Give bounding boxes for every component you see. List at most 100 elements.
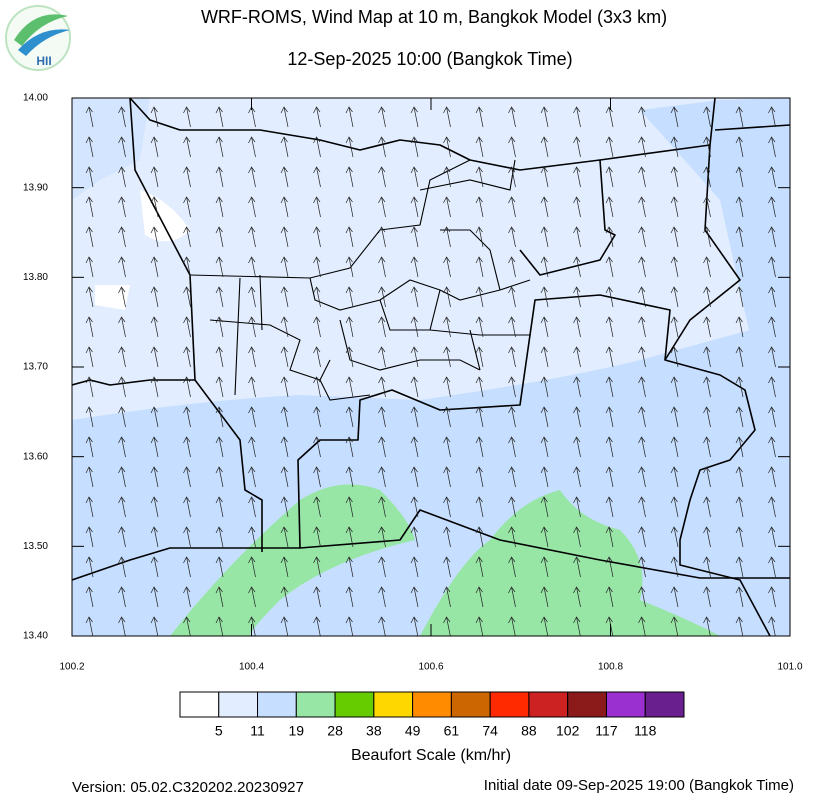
wind-arrow [638, 286, 646, 308]
wind-arrow [378, 496, 386, 518]
colorbar-swatch [528, 691, 569, 718]
wind-arrow [475, 196, 484, 218]
wind-arrow [215, 106, 224, 128]
subtitle: 12-Sep-2025 10:00 (Bangkok Time) [287, 49, 572, 69]
colorbar-label: 49 [405, 723, 421, 739]
wind-arrow [150, 376, 159, 398]
wind-arrow [280, 256, 289, 278]
wind-arrow [248, 586, 256, 608]
wind-arrow [150, 466, 159, 488]
wind-arrow [508, 466, 516, 488]
wind-arrow [248, 166, 256, 188]
map-area [72, 98, 790, 636]
wind-arrow [85, 496, 94, 518]
wind-arrow [638, 166, 646, 188]
wind-arrow [280, 166, 289, 188]
wind-arrow [703, 406, 711, 428]
wind-arrow [768, 166, 776, 188]
wind-arrow [475, 466, 484, 488]
wind-arrow [85, 106, 94, 128]
wind-arrow [475, 136, 484, 158]
wind-arrow [378, 616, 386, 636]
wind-arrow [508, 616, 516, 636]
wind-arrow [150, 586, 159, 608]
wind-arrow [735, 196, 744, 218]
wind-arrow [573, 586, 581, 608]
y-tick-label: 13.90 [23, 182, 48, 193]
wind-arrow [573, 286, 581, 308]
wind-arrow [703, 166, 711, 188]
wind-arrow [345, 616, 354, 636]
wind-arrow [280, 406, 289, 428]
wind-arrow [215, 286, 224, 308]
wind-arrow [605, 316, 614, 338]
wind-arrow [670, 256, 679, 278]
wind-arrow [443, 136, 451, 158]
wind-arrow [150, 256, 159, 278]
wind-arrow [703, 136, 711, 158]
wind-arrow [313, 346, 321, 368]
y-tick-label: 13.80 [23, 272, 48, 283]
wind-arrow [118, 436, 126, 458]
y-tick-label: 13.50 [23, 541, 48, 552]
wind-arrow [150, 196, 159, 218]
wind-arrow [183, 466, 191, 488]
wind-arrow [118, 616, 126, 636]
wind-arrow [183, 526, 191, 548]
wind-arrow [248, 316, 256, 338]
wind-arrow [475, 346, 484, 368]
wind-arrow [605, 466, 614, 488]
wind-arrow [605, 166, 614, 188]
wind-arrow [735, 616, 744, 636]
wind-arrow [735, 166, 744, 188]
wind-arrow [410, 196, 419, 218]
colorbar-label: 74 [482, 723, 498, 739]
wind-arrow [573, 226, 581, 248]
wind-arrow [378, 556, 386, 578]
colorbar-swatch [412, 691, 452, 718]
wind-arrow [410, 436, 419, 458]
colorbar-label: 88 [521, 723, 537, 739]
wind-arrow [410, 316, 419, 338]
wind-arrow [118, 586, 126, 608]
wind-arrow [735, 586, 744, 608]
wind-arrow [443, 526, 451, 548]
wind-arrow [638, 496, 646, 518]
wind-arrow [215, 526, 224, 548]
wind-arrow [215, 616, 224, 636]
wind-arrow [150, 616, 159, 636]
wind-arrow [670, 586, 679, 608]
wind-arrow [768, 496, 776, 518]
colorbar-swatch [179, 691, 220, 718]
wind-arrow [735, 376, 744, 398]
wind-arrow [85, 316, 94, 338]
wind-arrow [248, 466, 256, 488]
wind-arrow [670, 196, 679, 218]
colorbar-label: 11 [250, 723, 265, 739]
wind-arrow [85, 526, 94, 548]
wind-arrow [735, 466, 744, 488]
wind-arrow [410, 376, 419, 398]
wind-arrow [605, 286, 614, 308]
wind-arrow [280, 136, 289, 158]
wind-arrow [605, 346, 614, 368]
wind-arrow [540, 496, 549, 518]
wind-arrow [475, 226, 484, 248]
wind-arrow [768, 406, 776, 428]
wind-arrow [345, 166, 354, 188]
province-borders [72, 98, 790, 636]
wind-arrow [443, 586, 451, 608]
wind-arrow [638, 556, 646, 578]
wind-arrow [475, 586, 484, 608]
wind-arrow [183, 496, 191, 518]
wind-arrow [540, 106, 549, 128]
wind-arrow [183, 166, 191, 188]
wind-arrow [638, 376, 646, 398]
wind-arrow [573, 166, 581, 188]
wind-arrow [118, 316, 126, 338]
wind-arrow [280, 226, 289, 248]
wind-arrow [215, 316, 224, 338]
wind-arrow [313, 526, 321, 548]
wind-arrow [345, 316, 354, 338]
wind-arrow [573, 256, 581, 278]
